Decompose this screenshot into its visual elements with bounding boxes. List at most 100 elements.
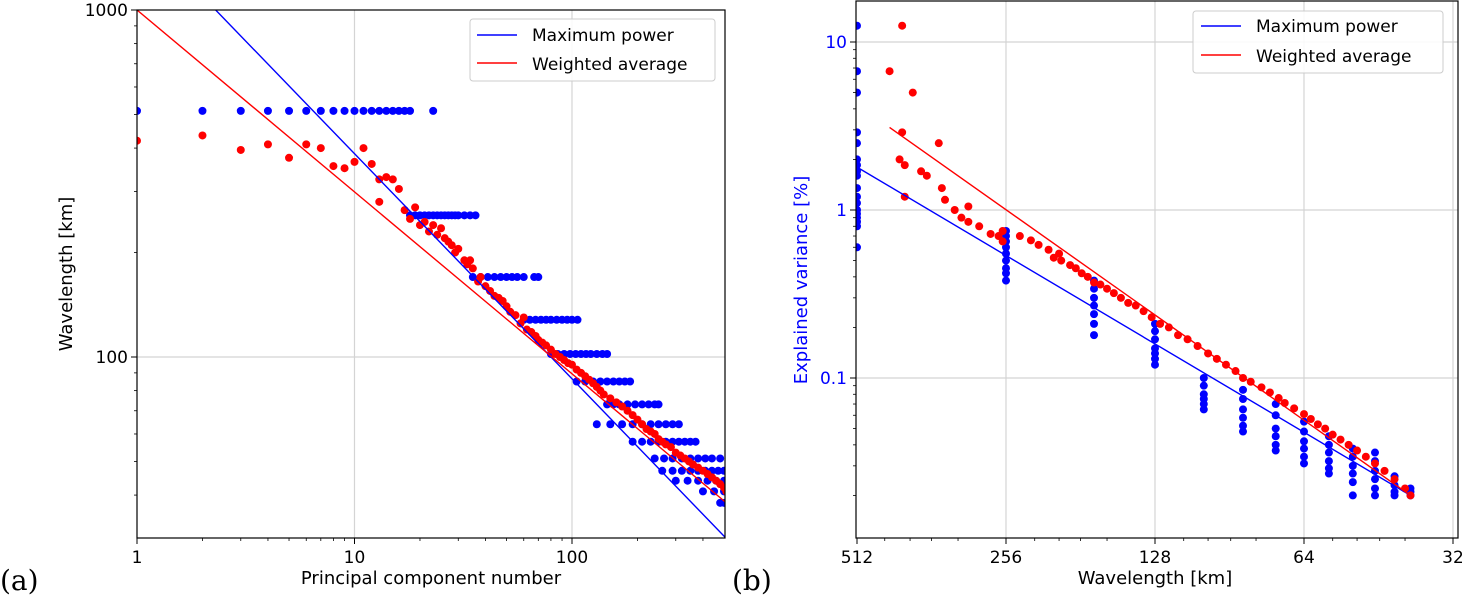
point-weighted-average [1147, 313, 1156, 322]
point-maximum-power [329, 106, 338, 115]
point-weighted-average [316, 144, 325, 153]
point-maximum-power [661, 420, 670, 429]
point-maximum-power [609, 377, 618, 386]
x-tick-label: 512 [841, 548, 873, 568]
point-weighted-average [722, 487, 725, 496]
point-weighted-average [1353, 446, 1362, 455]
point-weighted-average [1390, 475, 1399, 484]
point-maximum-power [710, 487, 719, 496]
fit-line-weighted-average [889, 126, 1411, 496]
point-maximum-power [1370, 491, 1379, 500]
point-maximum-power [586, 350, 595, 359]
point-weighted-average [1306, 415, 1315, 424]
point-maximum-power [367, 106, 376, 115]
point-maximum-power [716, 454, 725, 463]
point-weighted-average [1274, 394, 1283, 403]
point-maximum-power [496, 273, 505, 282]
point-weighted-average [375, 197, 384, 206]
plot-frame [855, 0, 1459, 539]
point-maximum-power [137, 106, 141, 115]
point-maximum-power [856, 222, 861, 231]
point-maximum-power [654, 420, 663, 429]
point-weighted-average [941, 195, 950, 204]
axis-ticks: 1 10 100 100 1000 [85, 1, 704, 568]
point-weighted-average [612, 398, 621, 407]
point-weighted-average [1015, 232, 1024, 241]
point-maximum-power [714, 466, 723, 475]
point-maximum-power [1199, 405, 1208, 414]
point-weighted-average [666, 443, 675, 452]
point-maximum-power [1300, 459, 1308, 468]
point-weighted-average [476, 273, 485, 282]
point-weighted-average [340, 164, 349, 173]
point-maximum-power [350, 106, 359, 115]
point-maximum-power [513, 273, 522, 282]
fit-line-maximum-power [856, 166, 1411, 497]
point-weighted-average [964, 202, 973, 211]
legend-box [469, 18, 716, 82]
point-maximum-power [263, 106, 272, 115]
point-weighted-average [329, 162, 338, 171]
point-maximum-power [1348, 461, 1357, 470]
point-maximum-power [638, 437, 647, 446]
point-weighted-average [400, 206, 409, 215]
point-weighted-average [975, 222, 984, 231]
point-maximum-power [654, 400, 663, 409]
fit-line-weighted-average [137, 10, 725, 503]
panel-label-a: (a) [0, 564, 39, 597]
point-maximum-power [1370, 484, 1379, 493]
point-weighted-average [1026, 236, 1035, 245]
point-weighted-average [394, 184, 403, 193]
point-weighted-average [468, 264, 477, 273]
point-weighted-average [511, 311, 520, 320]
point-maximum-power [856, 192, 861, 201]
point-maximum-power [618, 420, 627, 429]
point-maximum-power [660, 454, 669, 463]
point-weighted-average [263, 140, 272, 149]
point-maximum-power [1090, 319, 1099, 328]
x-tick-label: 100 [556, 548, 588, 568]
point-maximum-power [856, 88, 861, 97]
point-maximum-power [686, 466, 695, 475]
point-maximum-power [502, 273, 511, 282]
point-maximum-power [573, 315, 582, 324]
point-maximum-power [603, 377, 612, 386]
point-weighted-average [1300, 410, 1308, 419]
y-tick-label: 0.1 [820, 369, 847, 389]
point-weighted-average [1344, 440, 1353, 449]
point-maximum-power [1271, 446, 1280, 455]
point-maximum-power [701, 454, 710, 463]
point-maximum-power [534, 273, 543, 282]
point-maximum-power [668, 420, 677, 429]
point-maximum-power [631, 400, 640, 409]
point-weighted-average [950, 206, 959, 214]
point-maximum-power [668, 466, 677, 475]
point-weighted-average [236, 145, 245, 154]
point-weighted-average [302, 140, 311, 149]
fit-line-maximum-power [215, 10, 725, 538]
point-maximum-power [1002, 269, 1010, 278]
point-maximum-power [671, 476, 680, 485]
point-maximum-power [592, 420, 601, 429]
point-maximum-power [375, 106, 384, 115]
x-tick-label: 64 [1293, 548, 1315, 568]
point-weighted-average [1071, 264, 1080, 273]
point-maximum-power [1151, 360, 1159, 369]
point-weighted-average [411, 203, 420, 212]
point-maximum-power [856, 243, 861, 252]
point-maximum-power [1348, 478, 1357, 487]
point-maximum-power [683, 476, 692, 485]
point-maximum-power [698, 487, 707, 496]
point-maximum-power [483, 273, 492, 282]
legend-label-weighted-average: Weighted average [532, 55, 687, 75]
point-weighted-average [137, 136, 141, 145]
x-tick-label: 256 [990, 548, 1022, 568]
point-weighted-average [516, 319, 525, 328]
point-weighted-average [937, 184, 946, 193]
point-maximum-power [471, 211, 480, 220]
point-maximum-power [638, 400, 647, 409]
point-maximum-power [1239, 413, 1248, 422]
point-weighted-average [1321, 424, 1330, 433]
point-maximum-power [302, 106, 311, 115]
point-weighted-average [1083, 272, 1092, 281]
